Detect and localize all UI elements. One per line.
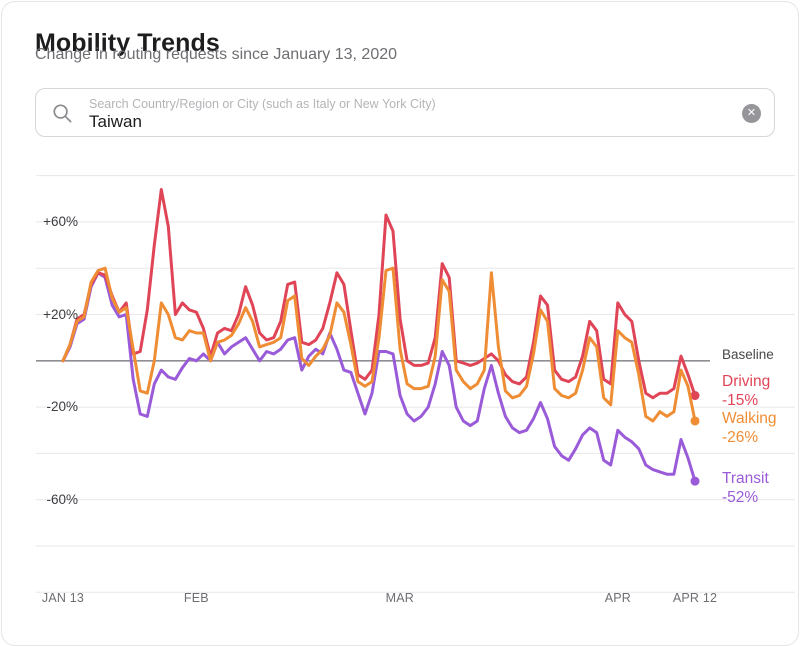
x-tick-label: MAR [385, 591, 415, 605]
y-tick-label: +60% [43, 213, 78, 229]
legend-item-transit: Transit -52% [722, 469, 769, 507]
y-tick-label: -60% [46, 491, 78, 507]
x-tick-label: APR [604, 591, 632, 605]
y-tick-label: +20% [43, 306, 78, 322]
series-endpoint-driving [690, 391, 700, 401]
search-placeholder: Search Country/Region or City (such as I… [89, 97, 436, 111]
search-value[interactable]: Taiwan [89, 112, 142, 131]
legend-series-value: -52% [722, 489, 759, 507]
x-tick-label: FEB [183, 591, 209, 605]
clear-search-button[interactable]: ✕ [742, 104, 761, 123]
legend-item-walking: Walking -26% [722, 409, 777, 447]
legend-series-name: Driving [722, 372, 771, 390]
page-title: Mobility Trends [35, 28, 220, 57]
page-subtitle: Change in routing requests since January… [35, 46, 398, 63]
x-tick-label: JAN 13 [41, 591, 85, 605]
series-line-driving [61, 188, 697, 400]
legend-series-name: Walking [722, 409, 777, 427]
series-line-walking [61, 266, 697, 423]
search-text-block[interactable]: Search Country/Region or City (such as I… [89, 89, 730, 136]
baseline-label: Baseline [722, 346, 774, 362]
legend-series-value: -26% [722, 428, 759, 446]
series-endpoint-walking [690, 416, 700, 426]
search-input[interactable]: Search Country/Region or City (such as I… [35, 88, 775, 137]
search-icon [53, 104, 72, 123]
legend-item-driving: Driving -15% [722, 372, 770, 410]
series-line-transit [61, 271, 697, 483]
legend-series-name: Transit [722, 470, 769, 488]
x-tick-label: APR 12 [672, 591, 718, 605]
y-tick-label: -20% [46, 399, 78, 415]
series-endpoint-transit [690, 476, 700, 486]
legend-series-value: -15% [722, 391, 759, 409]
